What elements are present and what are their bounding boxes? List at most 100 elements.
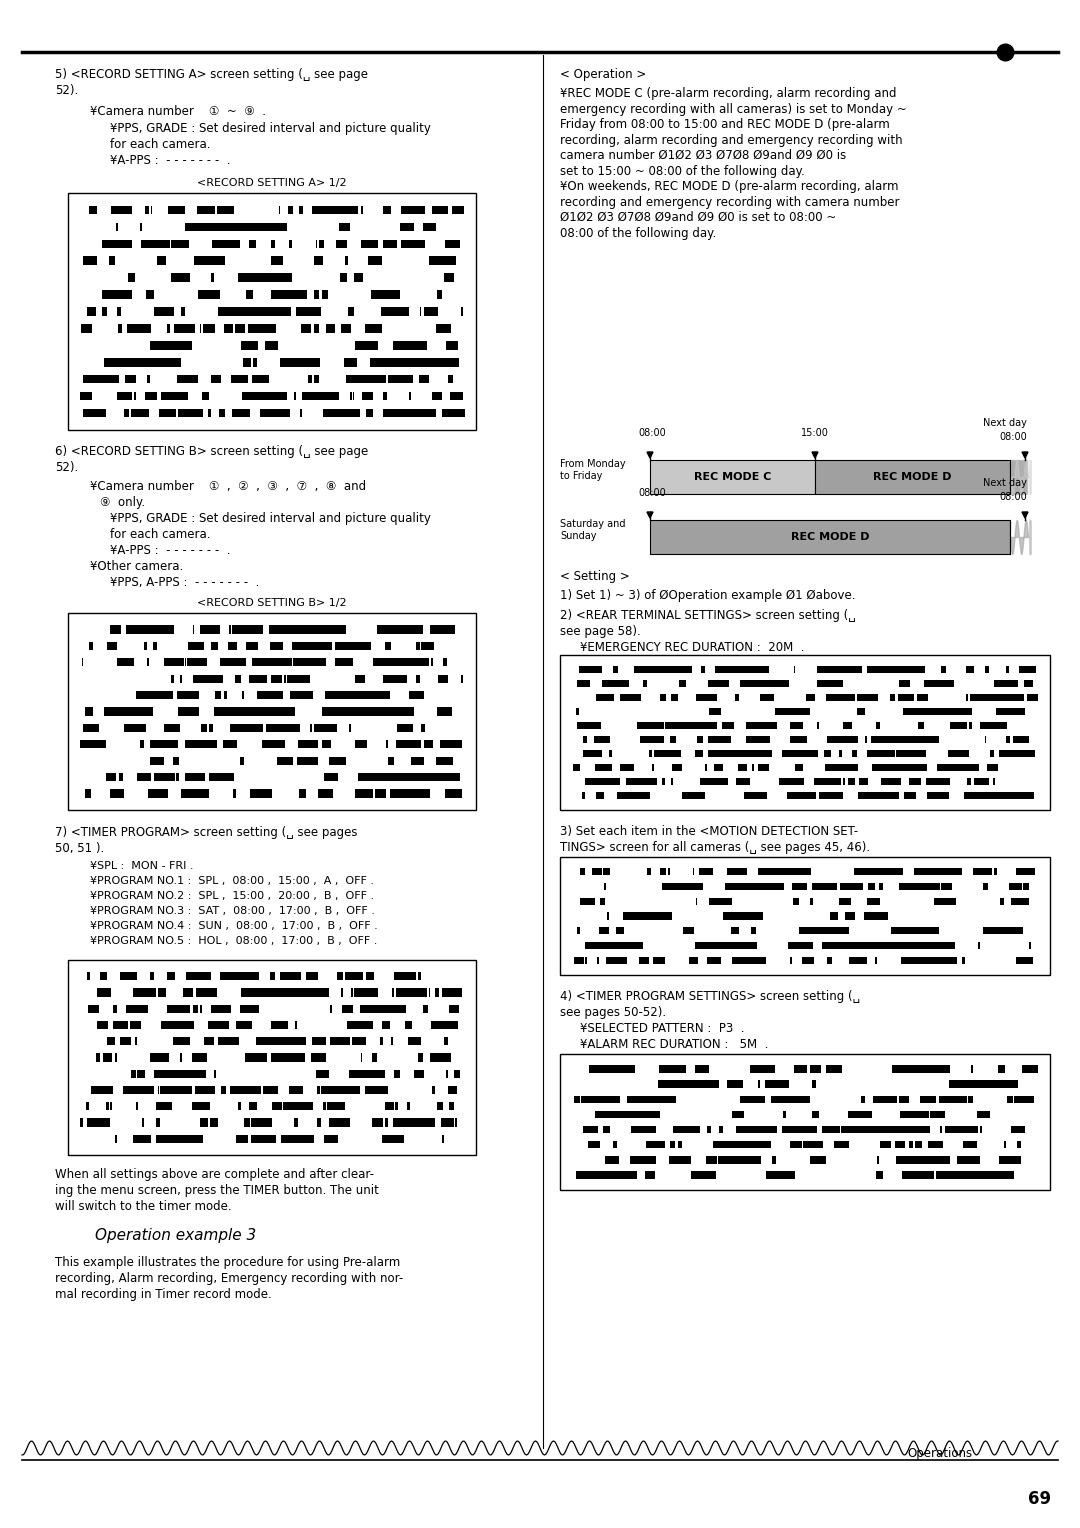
Bar: [114, 1135, 117, 1143]
Bar: [109, 790, 124, 798]
Bar: [242, 391, 287, 400]
Bar: [129, 274, 135, 281]
Bar: [444, 274, 454, 281]
Bar: [616, 927, 624, 935]
Bar: [392, 989, 394, 996]
Bar: [271, 240, 275, 248]
Bar: [185, 773, 204, 781]
Bar: [752, 927, 756, 935]
Bar: [342, 1005, 353, 1013]
Bar: [826, 694, 854, 701]
Bar: [218, 410, 226, 417]
Bar: [684, 927, 694, 935]
Bar: [366, 972, 374, 981]
Bar: [431, 1021, 458, 1028]
Bar: [104, 1053, 112, 1062]
Bar: [421, 724, 424, 732]
Text: ¥PROGRAM NO.5 :  HOL ,  08:00 ,  17:00 ,  B ,  OFF .: ¥PROGRAM NO.5 : HOL , 08:00 , 17:00 , B …: [90, 937, 377, 946]
Bar: [852, 750, 856, 758]
Text: camera number Ø1Ø2 Ø3 Ø7Ø8 Ø9and Ø9 Ø0 is: camera number Ø1Ø2 Ø3 Ø7Ø8 Ø9and Ø9 Ø0 i…: [561, 150, 847, 162]
Text: ¥PROGRAM NO.2 :  SPL ,  15:00 ,  20:00 ,  B ,  OFF .: ¥PROGRAM NO.2 : SPL , 15:00 , 20:00 , B …: [90, 891, 374, 902]
Bar: [148, 790, 167, 798]
Bar: [1016, 957, 1032, 964]
Bar: [818, 721, 820, 729]
Bar: [188, 642, 204, 649]
Bar: [1011, 897, 1028, 905]
Bar: [126, 625, 174, 634]
Text: 7) <TIMER PROGRAM> screen setting (␣ see pages: 7) <TIMER PROGRAM> screen setting (␣ see…: [55, 827, 357, 839]
Bar: [274, 1086, 279, 1094]
Bar: [296, 307, 302, 316]
Text: emergency recording with all cameras) is set to Monday ~: emergency recording with all cameras) is…: [561, 102, 907, 116]
Bar: [105, 707, 152, 715]
Bar: [178, 410, 203, 417]
Bar: [649, 750, 651, 758]
Bar: [383, 410, 436, 417]
Bar: [660, 1065, 686, 1073]
Bar: [266, 341, 279, 350]
Bar: [339, 223, 350, 231]
Bar: [915, 1141, 921, 1149]
Bar: [775, 707, 810, 715]
Bar: [759, 694, 773, 701]
Bar: [973, 868, 993, 876]
Bar: [231, 625, 262, 634]
Bar: [314, 724, 337, 732]
Bar: [121, 1038, 131, 1045]
Bar: [103, 290, 132, 299]
Bar: [461, 674, 463, 683]
Bar: [876, 1170, 883, 1178]
Bar: [1009, 883, 1023, 891]
Bar: [782, 750, 816, 758]
Bar: [1008, 1096, 1013, 1103]
Bar: [221, 1086, 227, 1094]
Bar: [151, 206, 152, 214]
Bar: [673, 1126, 700, 1134]
Bar: [245, 642, 258, 649]
Text: ¥PROGRAM NO.1 :  SPL ,  08:00 ,  15:00 ,  A ,  OFF .: ¥PROGRAM NO.1 : SPL , 08:00 , 15:00 , A …: [90, 876, 374, 886]
Bar: [794, 1065, 807, 1073]
Bar: [253, 358, 257, 367]
Bar: [349, 1070, 386, 1077]
Bar: [243, 358, 252, 367]
Bar: [289, 240, 292, 248]
Bar: [867, 666, 926, 672]
Bar: [1005, 736, 1010, 743]
Bar: [987, 764, 998, 772]
Bar: [707, 750, 772, 758]
Bar: [116, 223, 118, 231]
Bar: [131, 1070, 136, 1077]
Bar: [437, 290, 442, 299]
Bar: [150, 989, 157, 996]
Bar: [253, 659, 292, 666]
Bar: [864, 912, 889, 920]
Bar: [141, 240, 170, 248]
Bar: [283, 1102, 313, 1111]
Bar: [895, 1141, 905, 1149]
Bar: [80, 391, 92, 400]
Bar: [316, 1118, 321, 1126]
Bar: [127, 324, 151, 333]
Bar: [799, 927, 849, 935]
Bar: [613, 1141, 617, 1149]
Bar: [157, 257, 166, 264]
Bar: [824, 750, 832, 758]
Bar: [149, 756, 164, 766]
Bar: [185, 659, 186, 666]
Bar: [177, 707, 200, 715]
Text: 3) Set each item in the <MOTION DETECTION SET-: 3) Set each item in the <MOTION DETECTIO…: [561, 825, 859, 837]
Bar: [700, 778, 728, 785]
Bar: [375, 790, 386, 798]
Bar: [989, 750, 995, 758]
Text: ¥ALARM REC DURATION :   5M  .: ¥ALARM REC DURATION : 5M .: [580, 1038, 768, 1051]
Bar: [707, 736, 731, 743]
Bar: [876, 721, 879, 729]
Bar: [573, 764, 580, 772]
Bar: [150, 341, 191, 350]
Bar: [896, 1157, 949, 1163]
Bar: [211, 374, 221, 384]
Bar: [697, 736, 703, 743]
Bar: [179, 674, 181, 683]
Bar: [173, 1038, 190, 1045]
Bar: [287, 674, 310, 683]
